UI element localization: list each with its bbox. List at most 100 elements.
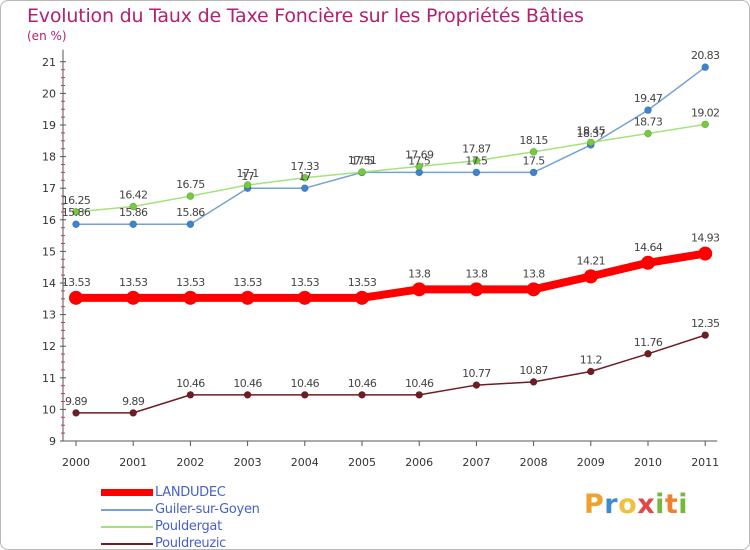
y-tick-label: 17 xyxy=(42,182,56,195)
data-label-landudec: 13.53 xyxy=(62,276,91,289)
legend-label-landudec: LANDUDEC xyxy=(155,485,226,500)
legend-item-pouldergat: Pouldergat xyxy=(101,519,361,536)
data-point-pouldergat xyxy=(644,129,652,138)
data-label-landudec: 14.64 xyxy=(634,241,663,254)
data-point-pouldergat xyxy=(243,181,252,189)
data-point-pouldergat xyxy=(472,156,481,165)
y-tick-label: 19 xyxy=(42,119,56,132)
data-label-pouldreuzic: 11.76 xyxy=(634,336,663,349)
data-label-pouldergat: 17.69 xyxy=(405,148,434,161)
series-line-landudec xyxy=(72,249,710,302)
x-tick-label: 2009 xyxy=(577,456,605,469)
x-tick-label: 2005 xyxy=(348,456,376,469)
data-point-pouldreuzic xyxy=(529,378,538,386)
logo-letter: P xyxy=(584,489,605,520)
data-point-pouldergat xyxy=(529,148,538,156)
y-tick-label: 9 xyxy=(49,435,56,448)
chart-unit-label: (en %) xyxy=(27,29,67,43)
data-point-guiler-sur-goyen xyxy=(472,168,481,177)
x-tick-label: 2001 xyxy=(119,456,147,469)
legend-label-pouldergat: Pouldergat xyxy=(155,519,222,534)
data-label-guiler-sur-goyen: 17 xyxy=(298,170,311,183)
x-tick-label: 2003 xyxy=(234,456,262,469)
data-label-landudec: 13.53 xyxy=(348,276,377,289)
data-point-landudec xyxy=(526,282,541,297)
y-tick-label: 15 xyxy=(42,245,56,258)
y-tick-label: 11 xyxy=(42,372,56,385)
data-labels-layer: 13.53 13.53 13.53 13.53 13.53 13.53 13.8 13.8 13… xyxy=(62,49,721,408)
data-label-guiler-sur-goyen: 15.86 xyxy=(119,206,148,219)
legend-swatch-landudec xyxy=(101,489,153,496)
y-tick-label: 18 xyxy=(42,151,56,164)
data-point-landudec xyxy=(240,290,255,305)
data-label-pouldergat: 17.51 xyxy=(348,154,377,167)
data-point-guiler-sur-goyen xyxy=(701,63,710,71)
data-label-landudec: 14.93 xyxy=(691,232,720,245)
data-label-landudec: 13.8 xyxy=(408,267,431,280)
data-label-pouldergat: 18.73 xyxy=(634,116,663,129)
chart-title: Evolution du Taux de Taxe Foncière sur l… xyxy=(27,5,584,27)
data-point-landudec xyxy=(641,255,655,270)
data-label-guiler-sur-goyen: 18.37 xyxy=(577,127,606,140)
data-label-pouldergat: 18.15 xyxy=(519,134,548,147)
data-label-landudec: 13.8 xyxy=(523,267,546,280)
data-point-pouldreuzic xyxy=(129,409,137,417)
logo-letter: o xyxy=(618,489,638,520)
data-point-guiler-sur-goyen xyxy=(129,220,137,229)
data-label-guiler-sur-goyen: 17.5 xyxy=(465,154,488,167)
data-point-pouldreuzic xyxy=(701,331,710,339)
data-label-pouldreuzic: 10.46 xyxy=(233,377,262,390)
series-layer xyxy=(69,63,713,417)
y-tick-label: 21 xyxy=(42,56,56,69)
data-point-landudec xyxy=(583,269,598,284)
data-point-pouldreuzic xyxy=(186,391,195,399)
data-point-pouldergat xyxy=(72,208,80,216)
legend-label-guiler-sur-goyen: Guiler-sur-Goyen xyxy=(155,502,260,517)
data-point-guiler-sur-goyen xyxy=(644,106,652,114)
proxiti-logo: Proxiti xyxy=(584,489,688,520)
data-label-landudec: 13.8 xyxy=(465,267,488,280)
data-label-pouldreuzic: 12.35 xyxy=(691,317,720,330)
legend-item-landudec: LANDUDEC xyxy=(101,485,361,502)
data-label-landudec: 14.21 xyxy=(577,254,606,267)
y-tick-label: 12 xyxy=(42,340,56,353)
x-tick-label: 2008 xyxy=(520,456,548,469)
data-point-guiler-sur-goyen xyxy=(300,184,309,192)
x-tick-label: 2006 xyxy=(405,456,433,469)
data-label-pouldergat: 19.02 xyxy=(691,106,720,119)
y-tick-label: 16 xyxy=(42,214,56,227)
data-label-guiler-sur-goyen: 20.83 xyxy=(691,49,720,62)
y-tick-label: 10 xyxy=(42,403,56,416)
data-point-pouldreuzic xyxy=(243,391,252,399)
x-tick-label: 2004 xyxy=(291,456,319,469)
data-point-pouldreuzic xyxy=(358,391,366,399)
data-label-guiler-sur-goyen: 15.86 xyxy=(62,206,91,219)
data-point-pouldergat xyxy=(358,168,366,176)
legend-swatch-guiler-sur-goyen xyxy=(101,509,153,511)
logo-letter: i xyxy=(678,489,689,520)
axes: 9 10 11 12 13 14 15 16 17 18 19 20 21 2000 2001 2002 200… xyxy=(42,49,719,469)
data-point-pouldergat xyxy=(300,173,309,182)
data-point-landudec xyxy=(469,282,484,297)
logo-letter: r xyxy=(604,489,619,520)
data-point-pouldreuzic xyxy=(586,367,595,376)
data-label-landudec: 13.53 xyxy=(233,276,262,289)
data-label-guiler-sur-goyen: 17.5 xyxy=(408,154,431,167)
data-point-guiler-sur-goyen xyxy=(186,220,195,229)
logo-letter: i xyxy=(655,489,665,520)
series-line-pouldreuzic xyxy=(75,334,706,414)
data-point-pouldergat xyxy=(415,162,424,171)
data-point-landudec xyxy=(355,290,369,305)
legend-item-guiler-sur-goyen: Guiler-sur-Goyen xyxy=(101,502,361,519)
y-tick-label: 20 xyxy=(42,87,56,100)
data-label-guiler-sur-goyen: 17.5 xyxy=(351,154,374,167)
data-label-pouldergat: 17.87 xyxy=(462,143,491,156)
data-label-pouldergat: 16.75 xyxy=(176,178,205,191)
data-point-pouldreuzic xyxy=(415,391,424,399)
data-label-pouldreuzic: 9.89 xyxy=(122,395,145,408)
data-label-pouldergat: 17.1 xyxy=(237,167,259,180)
data-label-pouldergat: 16.42 xyxy=(119,189,148,202)
data-point-landudec xyxy=(126,290,141,305)
x-tick-label: 2000 xyxy=(62,456,90,469)
data-label-guiler-sur-goyen: 17 xyxy=(241,170,254,183)
